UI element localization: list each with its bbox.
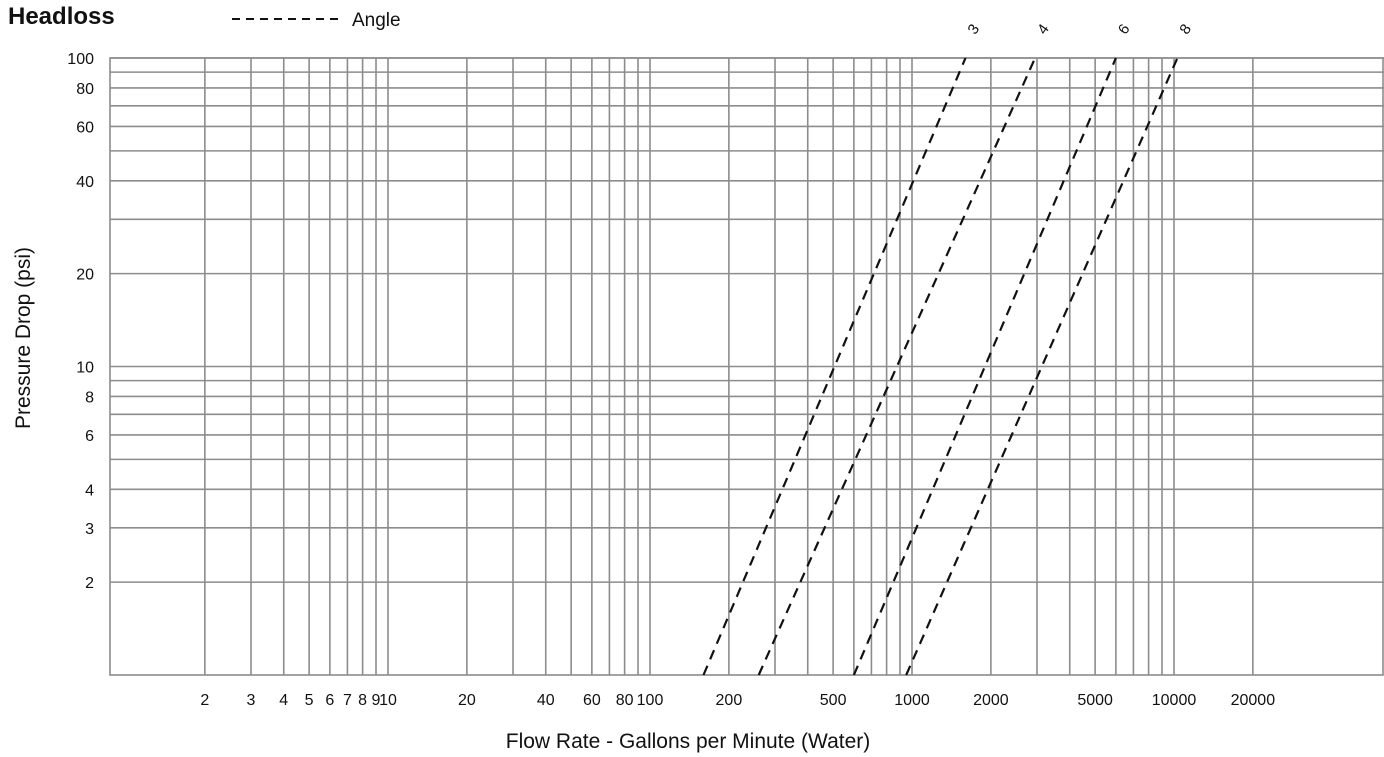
- curve-label-6: 6: [1115, 21, 1134, 38]
- y-gridlines: [110, 57, 1384, 583]
- legend-label: Angle: [352, 10, 401, 31]
- x-tick-label: 20000: [1231, 692, 1276, 709]
- curve-8: [905, 57, 1179, 676]
- y-tick-label: 60: [76, 119, 94, 136]
- curve-label-3: 3: [964, 21, 983, 38]
- curves: [702, 57, 1179, 676]
- x-tick-label: 40: [537, 692, 555, 709]
- y-tick-label: 2: [85, 575, 94, 592]
- curve-labels: 3 4 6 8: [964, 21, 1195, 38]
- x-axis-label: Flow Rate - Gallons per Minute (Water): [506, 730, 871, 753]
- x-tick-label: 2000: [973, 692, 1009, 709]
- x-tick-label: 5000: [1077, 692, 1113, 709]
- x-tick-label: 100: [637, 692, 664, 709]
- x-tick-label: 60: [583, 692, 601, 709]
- y-tick-label: 8: [85, 389, 94, 406]
- x-tick-label: 1000: [894, 692, 930, 709]
- y-tick-label: 20: [76, 267, 94, 284]
- y-tick-label: 6: [85, 428, 94, 445]
- y-tick-label: 100: [67, 51, 94, 68]
- x-tick-label: 7: [343, 692, 352, 709]
- y-tick-label: 80: [76, 81, 94, 98]
- y-tick-label: 40: [76, 174, 94, 191]
- y-tick-label: 4: [85, 482, 94, 499]
- curve-6: [852, 57, 1117, 676]
- y-tick-labels: 2 3 4 6 8 10 20 40 60 80 100: [67, 51, 94, 592]
- curve-label-8: 8: [1176, 21, 1195, 38]
- x-tick-label: 9: [372, 692, 381, 709]
- x-tick-label: 8: [358, 692, 367, 709]
- curve-4: [757, 57, 1037, 676]
- x-tick-label: 80: [616, 692, 634, 709]
- y-tick-label: 10: [76, 360, 94, 377]
- x-tick-label: 3: [247, 692, 256, 709]
- x-tick-label: 4: [279, 692, 288, 709]
- legend: Angle: [232, 10, 401, 31]
- x-tick-labels: 2 3 4 5 6 7 8 910 20 40 60 80 100 200 500 1000 2000 5000 1…: [200, 692, 1275, 709]
- x-tick-label: 10: [379, 692, 397, 709]
- x-tick-label: 10000: [1152, 692, 1197, 709]
- x-tick-label: 5: [305, 692, 314, 709]
- y-tick-label: 3: [85, 521, 94, 538]
- x-tick-label: 20: [458, 692, 476, 709]
- curve-3: [702, 57, 967, 676]
- x-tick-label: 500: [820, 692, 847, 709]
- y-axis-label: Pressure Drop (psi): [12, 247, 35, 429]
- plot-frame: [109, 57, 1384, 676]
- chart-title: Headloss: [8, 3, 115, 30]
- x-tick-label: 2: [200, 692, 209, 709]
- curve-label-4: 4: [1034, 21, 1053, 38]
- x-tick-label: 200: [716, 692, 743, 709]
- x-tick-label: 6: [325, 692, 334, 709]
